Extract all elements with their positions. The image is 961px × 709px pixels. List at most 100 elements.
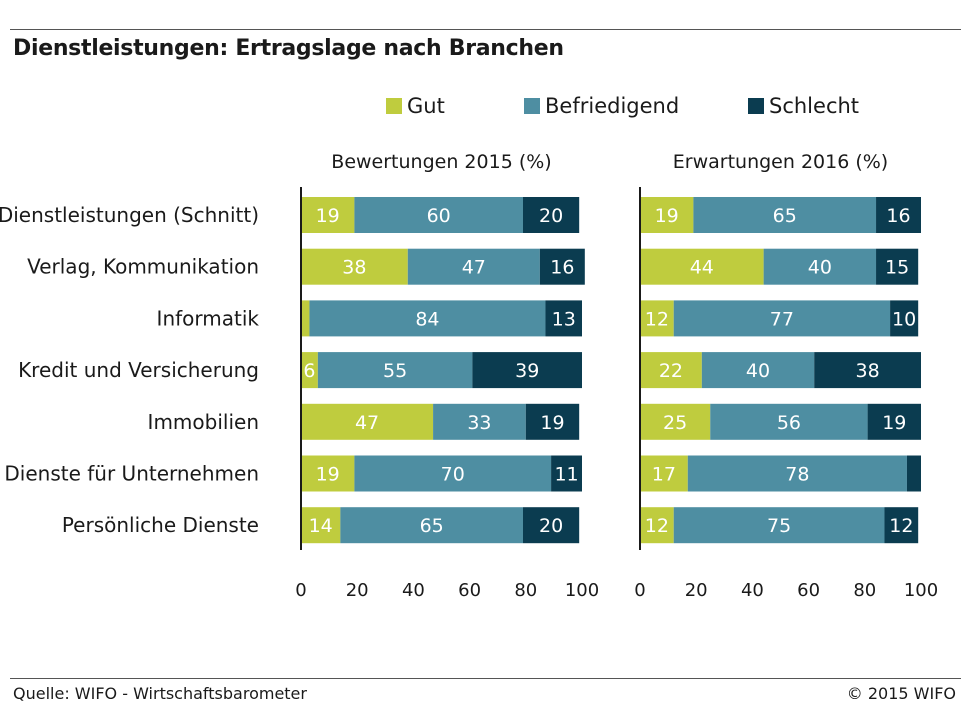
bar-segment — [407, 248, 540, 285]
tick-label: 60 — [458, 580, 481, 601]
tick-label: 40 — [402, 580, 425, 601]
bar-segment — [301, 248, 408, 285]
bar-value-label: 19 — [316, 464, 340, 486]
bar-value-label: 40 — [746, 360, 770, 382]
bar-segment — [354, 197, 523, 233]
tick-label: 0 — [634, 580, 645, 601]
tick-label: 0 — [295, 580, 306, 601]
bar-value-label: 20 — [539, 205, 563, 227]
bar-segment — [309, 300, 546, 337]
bar-value-label: 10 — [892, 308, 916, 330]
tick-label: 80 — [514, 580, 537, 601]
legend-label-befriedigend: Befriedigend — [545, 94, 680, 118]
top-rule — [10, 29, 961, 30]
source-note: Quelle: WIFO - Wirtschaftsbarometer — [13, 684, 307, 703]
category-label: Verlag, Kommunikation — [27, 255, 259, 279]
category-label: Dienste für Unternehmen — [4, 462, 259, 486]
bar-value-label: 6 — [303, 360, 315, 382]
legend-label-schlecht: Schlecht — [769, 94, 860, 118]
bar-segment — [301, 300, 310, 337]
bar-segment — [693, 197, 877, 233]
bar-value-label: 16 — [886, 205, 910, 227]
bar-segment — [673, 300, 891, 337]
bar-value-label: 16 — [550, 257, 574, 279]
bar-segment — [640, 197, 694, 233]
bar-segment — [301, 403, 434, 440]
legend: Gut Befriedigend Schlecht — [0, 94, 961, 122]
bar-segment — [906, 455, 921, 492]
category-label: Dienstleistungen (Schnitt) — [0, 203, 259, 227]
bar-value-label: 12 — [645, 308, 669, 330]
bar-segment — [640, 507, 674, 544]
bar-value-label: 56 — [777, 412, 801, 434]
bar-value-label: 14 — [309, 515, 333, 537]
bar-value-label: 11 — [554, 464, 578, 486]
bar-segment — [551, 455, 582, 492]
bar-segment — [640, 248, 764, 285]
bar-value-label: 33 — [467, 412, 491, 434]
bar-segment — [814, 352, 921, 389]
bar-segment — [640, 403, 711, 440]
bar-segment — [545, 300, 582, 337]
tick-label: 20 — [685, 580, 708, 601]
bar-segment — [640, 352, 702, 389]
bar-segment — [354, 455, 552, 492]
bar-segment — [673, 507, 885, 544]
bar-segment — [522, 507, 580, 544]
bar-value-label: 44 — [690, 257, 714, 279]
bar-value-label: 47 — [355, 412, 379, 434]
bar-segment — [867, 403, 921, 440]
bar-segment — [301, 197, 355, 233]
bar-segment — [301, 455, 355, 492]
tick-label: 100 — [565, 580, 599, 601]
tick-label: 60 — [797, 580, 820, 601]
legend-label-gut: Gut — [407, 94, 445, 118]
bar-value-label: 70 — [441, 464, 465, 486]
category-label: Kredit und Versicherung — [18, 358, 259, 382]
tick-label: 40 — [741, 580, 764, 601]
copyright-note: © 2015 WIFO — [846, 684, 956, 703]
bar-value-label: 25 — [663, 412, 687, 434]
bottom-rule — [10, 678, 961, 679]
legend-item-gut: Gut — [386, 94, 445, 118]
tick-label: 100 — [904, 580, 938, 601]
bar-value-label: 77 — [770, 308, 794, 330]
bar-segment — [433, 403, 526, 440]
legend-swatch-gut — [386, 98, 402, 114]
legend-swatch-schlecht — [748, 98, 764, 114]
tick-label: 20 — [346, 580, 369, 601]
bar-value-label: 47 — [462, 257, 486, 279]
bar-value-label: 12 — [645, 515, 669, 537]
bar-segment — [640, 455, 688, 492]
bar-segment — [884, 507, 919, 544]
bar-value-label: 19 — [882, 412, 906, 434]
legend-swatch-befriedigend — [524, 98, 540, 114]
bar-segment — [876, 197, 921, 233]
bar-segment — [890, 300, 919, 337]
panel-title: Erwartungen 2016 (%) — [673, 151, 888, 173]
bar-segment — [640, 300, 674, 337]
bar-segment — [301, 507, 341, 544]
bar-value-label: 13 — [552, 308, 576, 330]
bar-segment — [317, 352, 473, 389]
panel-title: Bewertungen 2015 (%) — [331, 151, 551, 173]
category-label: Informatik — [157, 306, 260, 330]
bar-segment — [522, 197, 580, 233]
bar-value-label: 20 — [539, 515, 563, 537]
bar-value-label: 17 — [652, 464, 676, 486]
tick-label: 80 — [853, 580, 876, 601]
bar-segment — [701, 352, 815, 389]
bar-value-label: 19 — [655, 205, 679, 227]
bar-value-label: 19 — [540, 412, 564, 434]
legend-item-befriedigend: Befriedigend — [524, 94, 679, 118]
bar-value-label: 22 — [659, 360, 683, 382]
bar-segment — [687, 455, 907, 492]
bar-value-label: 19 — [316, 205, 340, 227]
bar-value-label: 60 — [427, 205, 451, 227]
category-label: Immobilien — [148, 410, 259, 434]
bar-segment — [876, 248, 919, 285]
bar-value-label: 84 — [415, 308, 439, 330]
bar-value-label: 38 — [342, 257, 366, 279]
bar-value-label: 55 — [383, 360, 407, 382]
